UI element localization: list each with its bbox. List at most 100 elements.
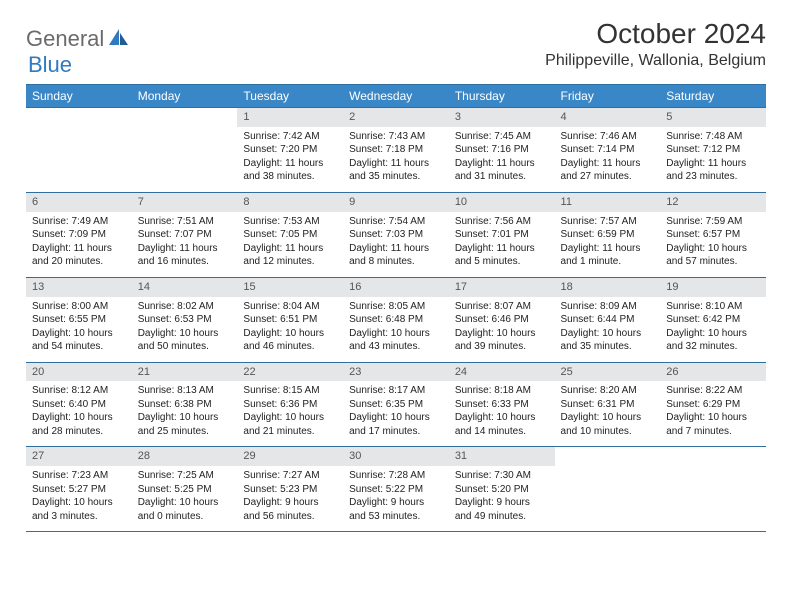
- day-body: Sunrise: 7:49 AMSunset: 7:09 PMDaylight:…: [26, 212, 132, 277]
- weekday-header: Wednesday: [343, 85, 449, 108]
- day-number: 13: [26, 278, 132, 297]
- calendar-week-row: ..1Sunrise: 7:42 AMSunset: 7:20 PMDaylig…: [26, 108, 766, 193]
- sunset-text: Sunset: 7:05 PM: [243, 228, 337, 242]
- day-number: 23: [343, 363, 449, 382]
- calendar-day-cell: 17Sunrise: 8:07 AMSunset: 6:46 PMDayligh…: [449, 277, 555, 362]
- sunrise-text: Sunrise: 7:51 AM: [138, 215, 232, 229]
- sunset-text: Sunset: 5:25 PM: [138, 483, 232, 497]
- calendar-day-cell: 22Sunrise: 8:15 AMSunset: 6:36 PMDayligh…: [237, 362, 343, 447]
- calendar-day-cell: 1Sunrise: 7:42 AMSunset: 7:20 PMDaylight…: [237, 108, 343, 193]
- day-number: 19: [660, 278, 766, 297]
- day-body: Sunrise: 7:56 AMSunset: 7:01 PMDaylight:…: [449, 212, 555, 277]
- daylight-text: Daylight: 11 hours and 23 minutes.: [666, 157, 760, 184]
- calendar-day-cell: 3Sunrise: 7:45 AMSunset: 7:16 PMDaylight…: [449, 108, 555, 193]
- calendar-day-cell: 15Sunrise: 8:04 AMSunset: 6:51 PMDayligh…: [237, 277, 343, 362]
- logo: General: [26, 26, 132, 52]
- sunrise-text: Sunrise: 8:20 AM: [561, 384, 655, 398]
- day-body: Sunrise: 7:51 AMSunset: 7:07 PMDaylight:…: [132, 212, 238, 277]
- day-body: Sunrise: 8:10 AMSunset: 6:42 PMDaylight:…: [660, 297, 766, 362]
- calendar-day-cell: 12Sunrise: 7:59 AMSunset: 6:57 PMDayligh…: [660, 192, 766, 277]
- sunset-text: Sunset: 6:57 PM: [666, 228, 760, 242]
- calendar-day-cell: 5Sunrise: 7:48 AMSunset: 7:12 PMDaylight…: [660, 108, 766, 193]
- location-subtitle: Philippeville, Wallonia, Belgium: [545, 52, 766, 70]
- sunset-text: Sunset: 6:36 PM: [243, 398, 337, 412]
- sunset-text: Sunset: 7:01 PM: [455, 228, 549, 242]
- daylight-text: Daylight: 10 hours and 54 minutes.: [32, 327, 126, 354]
- calendar-day-cell: 11Sunrise: 7:57 AMSunset: 6:59 PMDayligh…: [555, 192, 661, 277]
- day-number: 31: [449, 447, 555, 466]
- daylight-text: Daylight: 11 hours and 27 minutes.: [561, 157, 655, 184]
- daylight-text: Daylight: 10 hours and 7 minutes.: [666, 411, 760, 438]
- daylight-text: Daylight: 11 hours and 12 minutes.: [243, 242, 337, 269]
- calendar-day-cell: 25Sunrise: 8:20 AMSunset: 6:31 PMDayligh…: [555, 362, 661, 447]
- daylight-text: Daylight: 10 hours and 32 minutes.: [666, 327, 760, 354]
- sunset-text: Sunset: 6:55 PM: [32, 313, 126, 327]
- sunset-text: Sunset: 5:20 PM: [455, 483, 549, 497]
- sunrise-text: Sunrise: 8:05 AM: [349, 300, 443, 314]
- sunset-text: Sunset: 6:48 PM: [349, 313, 443, 327]
- sunset-text: Sunset: 7:07 PM: [138, 228, 232, 242]
- calendar-day-cell: .: [26, 108, 132, 193]
- calendar-day-cell: 24Sunrise: 8:18 AMSunset: 6:33 PMDayligh…: [449, 362, 555, 447]
- sunrise-text: Sunrise: 8:00 AM: [32, 300, 126, 314]
- daylight-text: Daylight: 10 hours and 3 minutes.: [32, 496, 126, 523]
- day-body: Sunrise: 7:45 AMSunset: 7:16 PMDaylight:…: [449, 127, 555, 192]
- day-number: 27: [26, 447, 132, 466]
- sunset-text: Sunset: 6:44 PM: [561, 313, 655, 327]
- logo-sail-icon: [108, 27, 130, 52]
- sunset-text: Sunset: 6:42 PM: [666, 313, 760, 327]
- day-body: Sunrise: 7:23 AMSunset: 5:27 PMDaylight:…: [26, 466, 132, 531]
- sunset-text: Sunset: 6:38 PM: [138, 398, 232, 412]
- sunset-text: Sunset: 7:09 PM: [32, 228, 126, 242]
- calendar-day-cell: 21Sunrise: 8:13 AMSunset: 6:38 PMDayligh…: [132, 362, 238, 447]
- day-number: 16: [343, 278, 449, 297]
- day-body: Sunrise: 7:25 AMSunset: 5:25 PMDaylight:…: [132, 466, 238, 531]
- day-number: 7: [132, 193, 238, 212]
- calendar-day-cell: 7Sunrise: 7:51 AMSunset: 7:07 PMDaylight…: [132, 192, 238, 277]
- calendar-day-cell: 20Sunrise: 8:12 AMSunset: 6:40 PMDayligh…: [26, 362, 132, 447]
- day-body: Sunrise: 8:20 AMSunset: 6:31 PMDaylight:…: [555, 381, 661, 446]
- daylight-text: Daylight: 10 hours and 35 minutes.: [561, 327, 655, 354]
- sunrise-text: Sunrise: 8:12 AM: [32, 384, 126, 398]
- calendar-day-cell: 8Sunrise: 7:53 AMSunset: 7:05 PMDaylight…: [237, 192, 343, 277]
- sunset-text: Sunset: 7:12 PM: [666, 143, 760, 157]
- daylight-text: Daylight: 10 hours and 0 minutes.: [138, 496, 232, 523]
- sunrise-text: Sunrise: 7:46 AM: [561, 130, 655, 144]
- calendar-day-cell: 9Sunrise: 7:54 AMSunset: 7:03 PMDaylight…: [343, 192, 449, 277]
- day-number: 6: [26, 193, 132, 212]
- daylight-text: Daylight: 11 hours and 5 minutes.: [455, 242, 549, 269]
- daylight-text: Daylight: 11 hours and 35 minutes.: [349, 157, 443, 184]
- calendar-day-cell: 28Sunrise: 7:25 AMSunset: 5:25 PMDayligh…: [132, 447, 238, 532]
- day-number: 26: [660, 363, 766, 382]
- daylight-text: Daylight: 10 hours and 21 minutes.: [243, 411, 337, 438]
- sunrise-text: Sunrise: 8:15 AM: [243, 384, 337, 398]
- day-body: Sunrise: 7:46 AMSunset: 7:14 PMDaylight:…: [555, 127, 661, 192]
- daylight-text: Daylight: 10 hours and 43 minutes.: [349, 327, 443, 354]
- sunrise-text: Sunrise: 7:53 AM: [243, 215, 337, 229]
- day-number: 4: [555, 108, 661, 127]
- sunrise-text: Sunrise: 7:59 AM: [666, 215, 760, 229]
- day-body: Sunrise: 7:57 AMSunset: 6:59 PMDaylight:…: [555, 212, 661, 277]
- sunset-text: Sunset: 5:23 PM: [243, 483, 337, 497]
- day-body: Sunrise: 8:00 AMSunset: 6:55 PMDaylight:…: [26, 297, 132, 362]
- daylight-text: Daylight: 9 hours and 49 minutes.: [455, 496, 549, 523]
- daylight-text: Daylight: 11 hours and 16 minutes.: [138, 242, 232, 269]
- sunrise-text: Sunrise: 7:49 AM: [32, 215, 126, 229]
- calendar-day-cell: 6Sunrise: 7:49 AMSunset: 7:09 PMDaylight…: [26, 192, 132, 277]
- sunrise-text: Sunrise: 7:42 AM: [243, 130, 337, 144]
- calendar-day-cell: .: [555, 447, 661, 532]
- sunset-text: Sunset: 6:53 PM: [138, 313, 232, 327]
- calendar-day-cell: 2Sunrise: 7:43 AMSunset: 7:18 PMDaylight…: [343, 108, 449, 193]
- sunset-text: Sunset: 5:22 PM: [349, 483, 443, 497]
- daylight-text: Daylight: 11 hours and 20 minutes.: [32, 242, 126, 269]
- day-number: 11: [555, 193, 661, 212]
- sunrise-text: Sunrise: 8:07 AM: [455, 300, 549, 314]
- daylight-text: Daylight: 11 hours and 31 minutes.: [455, 157, 549, 184]
- daylight-text: Daylight: 11 hours and 1 minute.: [561, 242, 655, 269]
- logo-text-blue: Blue: [28, 52, 72, 77]
- day-body: Sunrise: 7:27 AMSunset: 5:23 PMDaylight:…: [237, 466, 343, 531]
- day-number: 3: [449, 108, 555, 127]
- sunrise-text: Sunrise: 8:22 AM: [666, 384, 760, 398]
- sunrise-text: Sunrise: 8:09 AM: [561, 300, 655, 314]
- day-number: 24: [449, 363, 555, 382]
